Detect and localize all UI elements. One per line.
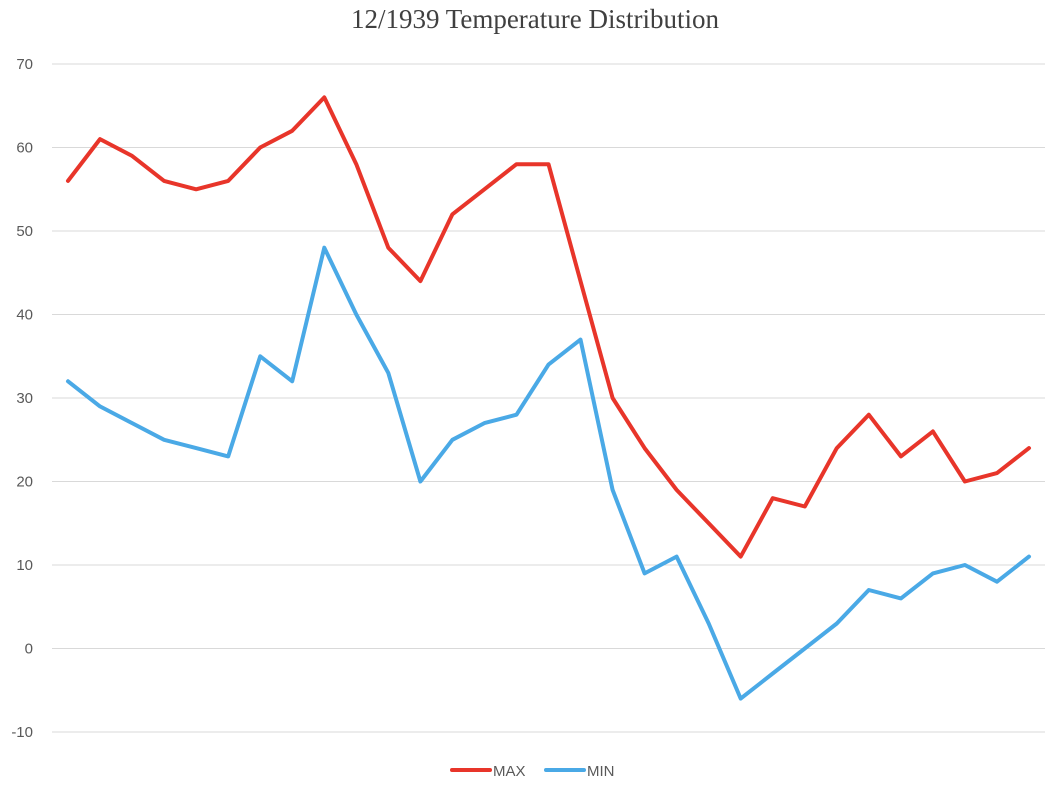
y-tick-label: 0 xyxy=(25,641,33,658)
y-tick-label: 30 xyxy=(16,390,33,407)
y-tick-label: 50 xyxy=(16,223,33,240)
series-line-max xyxy=(66,95,1031,559)
legend-item-min: MIN xyxy=(544,763,615,780)
gridlines xyxy=(52,63,1045,733)
legend-item-max: MAX xyxy=(450,763,526,780)
series-lines xyxy=(66,95,1031,701)
y-axis-tick-labels: 70 60 50 40 30 20 10 0 -10 xyxy=(11,56,33,741)
y-tick-label: -10 xyxy=(11,724,33,741)
y-tick-label: 10 xyxy=(16,557,33,574)
y-tick-label: 20 xyxy=(16,474,33,491)
chart-title: 12/1939 Temperature Distribution xyxy=(350,4,720,34)
y-tick-label: 60 xyxy=(16,140,33,157)
series-line-min xyxy=(66,245,1031,701)
legend-label: MIN xyxy=(587,763,615,780)
y-tick-label: 70 xyxy=(16,56,33,73)
legend: MAX MIN xyxy=(450,763,615,780)
legend-label: MAX xyxy=(493,763,526,780)
y-tick-label: 40 xyxy=(16,307,33,324)
